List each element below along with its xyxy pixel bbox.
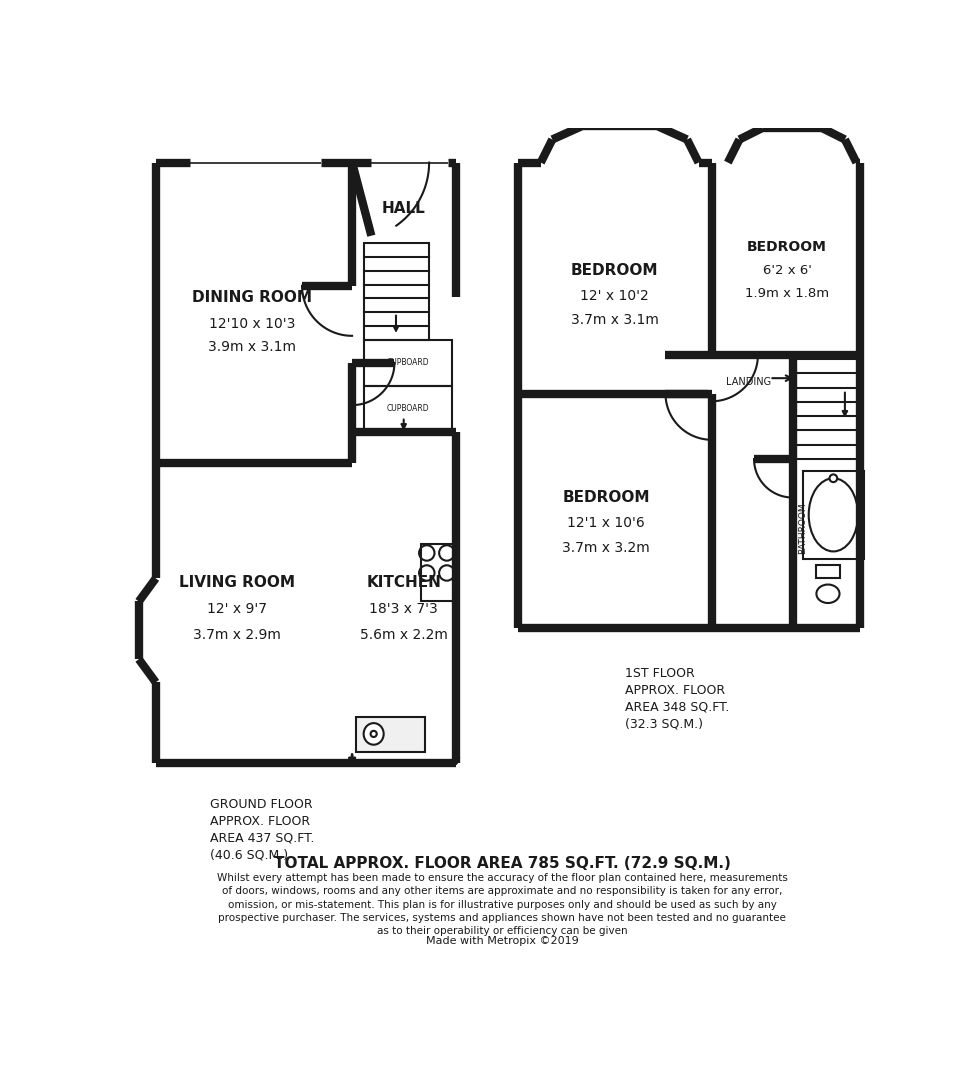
Text: 5.6m x 2.2m: 5.6m x 2.2m <box>360 628 448 642</box>
Text: BEDROOM: BEDROOM <box>747 240 827 255</box>
Text: 3.9m x 3.1m: 3.9m x 3.1m <box>208 340 296 354</box>
Text: 12' x 10'2: 12' x 10'2 <box>580 289 649 303</box>
Bar <box>803 470 864 560</box>
Text: Whilst every attempt has been made to ensure the accuracy of the floor plan cont: Whilst every attempt has been made to en… <box>217 873 788 936</box>
Bar <box>364 243 429 340</box>
Text: 6'2 x 6': 6'2 x 6' <box>762 264 811 277</box>
Text: TOTAL APPROX. FLOOR AREA 785 SQ.FT. (72.9 SQ.M.): TOTAL APPROX. FLOOR AREA 785 SQ.FT. (72.… <box>273 856 731 871</box>
Circle shape <box>829 474 837 482</box>
Bar <box>356 717 425 752</box>
Text: 3.7m x 2.9m: 3.7m x 2.9m <box>193 628 280 642</box>
Text: DINING ROOM: DINING ROOM <box>192 290 312 305</box>
Text: BEDROOM: BEDROOM <box>563 490 650 505</box>
Text: LANDING: LANDING <box>725 377 770 387</box>
Bar <box>421 544 454 601</box>
Text: CUPBOARD: CUPBOARD <box>387 358 429 368</box>
Text: 12'10 x 10'3: 12'10 x 10'3 <box>209 318 295 332</box>
Text: 3.7m x 3.2m: 3.7m x 3.2m <box>563 540 650 554</box>
Circle shape <box>419 565 434 581</box>
Text: GROUND FLOOR
APPROX. FLOOR
AREA 437 SQ.FT.
(40.6 SQ.M.): GROUND FLOOR APPROX. FLOOR AREA 437 SQ.F… <box>210 797 314 861</box>
Text: LIVING ROOM: LIVING ROOM <box>178 575 295 589</box>
Ellipse shape <box>808 479 858 551</box>
Text: 1ST FLOOR
APPROX. FLOOR
AREA 348 SQ.FT.
(32.3 SQ.M.): 1ST FLOOR APPROX. FLOOR AREA 348 SQ.FT. … <box>625 667 730 731</box>
Circle shape <box>370 731 376 737</box>
Bar <box>364 386 452 432</box>
Text: 1.9m x 1.8m: 1.9m x 1.8m <box>745 287 829 300</box>
Bar <box>797 359 860 459</box>
Text: 12' x 9'7: 12' x 9'7 <box>207 602 267 616</box>
Text: HALL: HALL <box>382 201 425 216</box>
Text: 12'1 x 10'6: 12'1 x 10'6 <box>567 516 645 530</box>
Text: BATHROOM: BATHROOM <box>798 502 807 554</box>
Text: BEDROOM: BEDROOM <box>571 263 659 278</box>
Text: 18'3 x 7'3: 18'3 x 7'3 <box>369 602 438 616</box>
Bar <box>816 565 840 579</box>
Circle shape <box>439 565 455 581</box>
Text: 3.7m x 3.1m: 3.7m x 3.1m <box>570 313 659 327</box>
Text: KITCHEN: KITCHEN <box>367 575 441 589</box>
Bar <box>364 340 452 386</box>
Circle shape <box>419 546 434 561</box>
Text: CUPBOARD: CUPBOARD <box>387 404 429 414</box>
Ellipse shape <box>816 584 840 603</box>
Circle shape <box>439 546 455 561</box>
Text: Made with Metropix ©2019: Made with Metropix ©2019 <box>426 936 578 947</box>
Ellipse shape <box>364 723 384 745</box>
